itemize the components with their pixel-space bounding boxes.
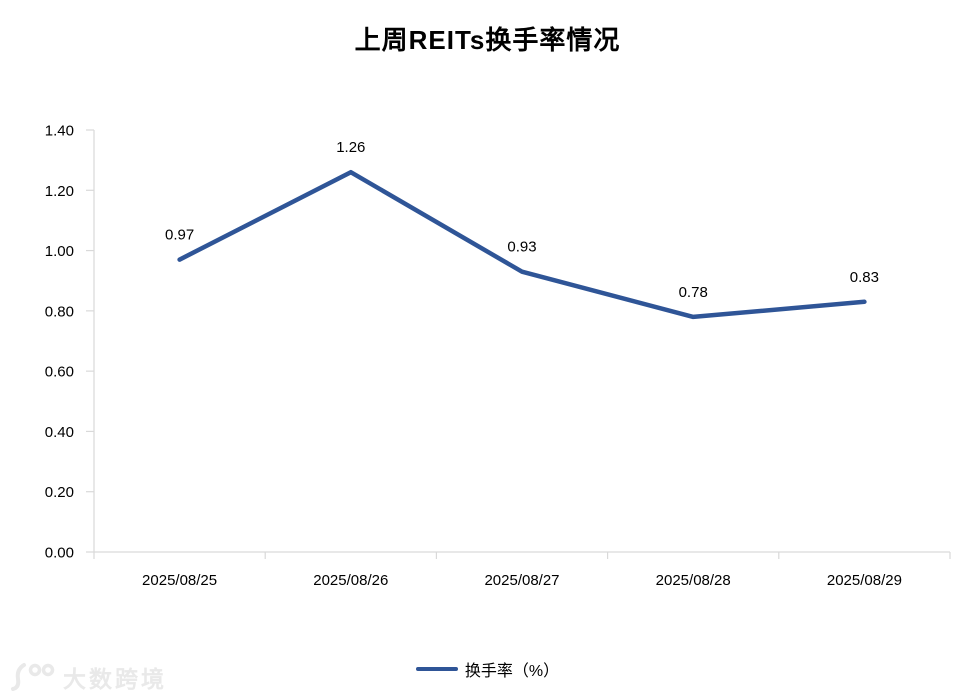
watermark-100-logo xyxy=(11,663,55,691)
watermark: 大数跨境 xyxy=(10,660,167,694)
y-axis-tick-label: 0.80 xyxy=(45,303,74,320)
y-axis-tick-label: 1.20 xyxy=(45,183,74,200)
y-axis-tick-label: 0.40 xyxy=(45,424,74,441)
data-point-label: 1.26 xyxy=(336,139,365,156)
chart-title: 上周REITs换手率情况 xyxy=(354,25,621,55)
y-axis-tick-label: 1.40 xyxy=(45,123,74,140)
data-point-label: 0.97 xyxy=(165,227,194,244)
x-axis-category-label: 2025/08/26 xyxy=(313,572,388,589)
watermark-text: 大数跨境 xyxy=(63,666,167,692)
x-axis-category-label: 2025/08/25 xyxy=(142,572,217,589)
data-point-label: 0.78 xyxy=(679,284,708,301)
legend: 换手率（%） xyxy=(0,655,975,683)
data-point-label: 0.83 xyxy=(850,269,879,286)
y-axis-tick-label: 1.00 xyxy=(45,243,74,260)
y-axis-tick-label: 0.60 xyxy=(45,364,74,381)
y-axis-tick-label: 0.00 xyxy=(45,545,74,562)
legend-label: 换手率（%） xyxy=(464,663,560,680)
turnover-rate-line xyxy=(177,169,867,320)
data-point-label: 0.93 xyxy=(507,239,536,256)
x-axis-category-label: 2025/08/28 xyxy=(656,572,731,589)
x-axis-category-label: 2025/08/29 xyxy=(827,572,902,589)
y-axis-tick-label: 0.20 xyxy=(45,484,74,501)
legend-line-swatch xyxy=(415,667,458,671)
x-axis-category-label: 2025/08/27 xyxy=(484,572,559,589)
